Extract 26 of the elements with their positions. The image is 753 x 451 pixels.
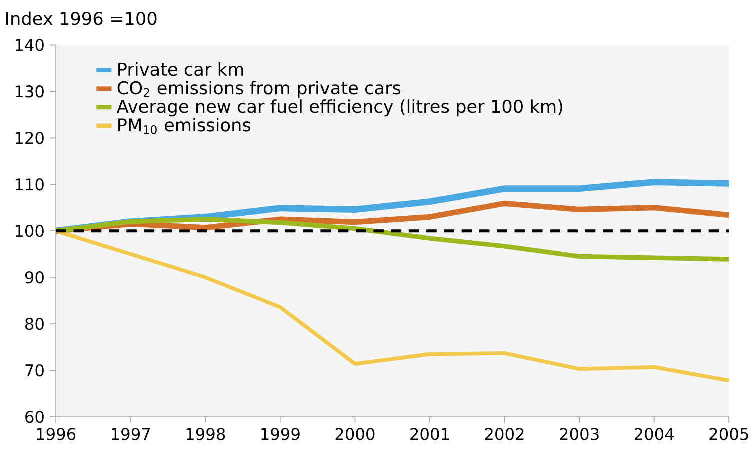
y-tick-label: 80 bbox=[26, 318, 44, 330]
y-tick-label: 110 bbox=[16, 178, 44, 191]
x-tick-label: 2005 bbox=[710, 428, 748, 440]
x-tick-label: 2003 bbox=[560, 428, 599, 440]
y-tick-label: 100 bbox=[16, 225, 44, 238]
line-series bbox=[54, 217, 732, 262]
line-series bbox=[54, 229, 732, 383]
y-axis-title: Index 1996 =100 bbox=[6, 12, 157, 26]
x-tick-label: 2002 bbox=[485, 428, 524, 440]
y-tick-label: 90 bbox=[25, 272, 44, 284]
y-tick-label: 130 bbox=[16, 86, 44, 98]
y-tick-label: 70 bbox=[26, 364, 44, 377]
legend-label: PM$_{10}$ emissions bbox=[118, 118, 251, 134]
x-tick-label: 2001 bbox=[410, 428, 450, 440]
x-tick-label: 1996 bbox=[37, 428, 76, 440]
legend-label: Average new car fuel efficiency (litres per 100 km) bbox=[116, 100, 562, 117]
x-tick-label: 2000 bbox=[336, 428, 375, 440]
y-tick-label: 140 bbox=[16, 39, 44, 52]
y-tick-label: 120 bbox=[16, 132, 44, 144]
x-tick-label: 2004 bbox=[634, 428, 674, 440]
x-tick-label: 1997 bbox=[112, 428, 150, 440]
legend-label: Private car km bbox=[118, 62, 244, 76]
x-tick-label: 1998 bbox=[186, 428, 226, 440]
y-tick-label: 60 bbox=[26, 410, 44, 424]
x-tick-label: 1999 bbox=[262, 428, 300, 440]
legend-label: CO$_{2}$ emissions from private cars bbox=[118, 81, 401, 98]
